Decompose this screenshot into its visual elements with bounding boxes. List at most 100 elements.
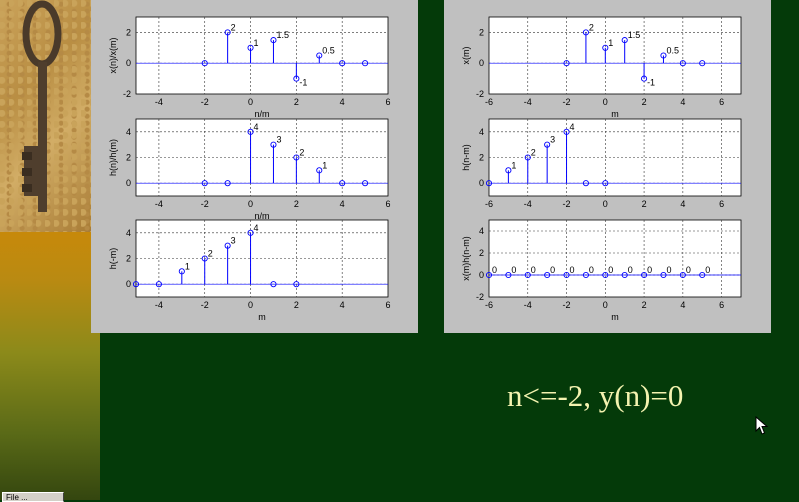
stem-marker — [699, 60, 706, 67]
data-label: 4 — [570, 122, 575, 132]
x-tick-label: 4 — [680, 199, 685, 209]
y-tick-label: 4 — [479, 226, 484, 236]
data-label: 0.5 — [666, 46, 679, 56]
data-label: 2 — [231, 22, 236, 32]
x-tick-label: 4 — [340, 199, 345, 209]
data-label: 0 — [550, 265, 555, 275]
x-tick-label: 4 — [680, 97, 685, 107]
plot-right-4: -6 -4 -2 0 2 4 6 0 2 4 1 2 3 4 h(n-m) — [461, 118, 742, 209]
stem-marker — [524, 271, 531, 279]
stem-marker — [582, 271, 589, 279]
stem-marker — [293, 281, 300, 288]
stem-marker — [660, 52, 667, 59]
plot-area — [135, 16, 389, 95]
x-tick-label: 6 — [719, 199, 724, 209]
x-tick-label: 0 — [603, 199, 608, 209]
y-axis-label: x(m) — [461, 47, 471, 65]
x-tick-label: -2 — [201, 97, 209, 107]
stem-marker — [270, 37, 277, 44]
x-tick-label: 6 — [719, 300, 724, 310]
stem-marker — [602, 271, 609, 279]
x-axis-label: m — [611, 109, 619, 119]
x-tick-label: 0 — [603, 300, 608, 310]
figure-panel-right: -6 -4 -2 0 2 4 6 -2 0 2 2 1 1.5 -1 0.5 m x(m) -6 -4 -2 0 2 4 6 0… — [444, 0, 771, 333]
data-label: 0 — [666, 265, 671, 275]
stem-marker — [155, 281, 162, 288]
data-label: 0 — [570, 265, 575, 275]
x-tick-label: -2 — [563, 199, 571, 209]
stem-marker — [660, 271, 667, 279]
x-tick-label: 0 — [248, 97, 253, 107]
plot-left-2: -4 -2 0 2 4 6 0 2 4 1 2 3 4 m h(-m) — [108, 219, 391, 322]
key-icon — [22, 0, 62, 212]
stem-marker — [178, 268, 185, 275]
x-tick-label: -4 — [155, 300, 163, 310]
data-label: 1 — [608, 38, 613, 48]
stem-marker — [641, 75, 648, 82]
stem-marker — [679, 271, 686, 279]
y-tick-label: 0 — [126, 279, 131, 289]
y-tick-label: 2 — [479, 153, 484, 163]
x-tick-label: -6 — [485, 97, 493, 107]
data-label: 4 — [254, 122, 259, 132]
x-tick-label: 4 — [680, 300, 685, 310]
mouse-cursor-icon — [755, 416, 769, 435]
stem-marker — [201, 180, 208, 187]
plot-right-3: -6 -4 -2 0 2 4 6 -2 0 2 2 1 1.5 -1 0.5 m x(m) — [461, 16, 742, 119]
stem-marker — [247, 229, 254, 236]
stem-marker — [524, 154, 531, 161]
y-tick-label: -2 — [476, 292, 484, 302]
x-tick-label: -2 — [563, 97, 571, 107]
stem-marker — [293, 75, 300, 82]
y-tick-label: 4 — [126, 228, 131, 238]
taskbar-button[interactable]: File ... — [2, 492, 64, 502]
x-tick-label: -4 — [155, 97, 163, 107]
y-tick-label: 0 — [126, 58, 131, 68]
stem-marker — [224, 180, 231, 187]
y-tick-label: 4 — [479, 127, 484, 137]
stem-marker — [316, 52, 323, 59]
y-axis-label: x(m)h(n-m) — [461, 236, 471, 281]
data-label: 0 — [589, 265, 594, 275]
stem-marker — [270, 141, 277, 148]
data-label: 3 — [276, 135, 281, 145]
stem-marker — [201, 60, 208, 67]
x-tick-label: 0 — [248, 199, 253, 209]
data-label: 0 — [608, 265, 613, 275]
y-tick-label: -2 — [476, 89, 484, 99]
y-axis-label: h(n-m) — [461, 144, 471, 171]
plot-left-1: -4 -2 0 2 4 6 0 2 4 4 3 2 1 n/m h(n)/h(m) — [108, 118, 391, 221]
gradient-strip — [0, 232, 100, 500]
stem-marker — [339, 180, 346, 187]
data-label: 3 — [550, 135, 555, 145]
data-label: -1 — [647, 78, 655, 88]
data-label: 1 — [254, 38, 259, 48]
stem-marker — [563, 60, 570, 67]
stem-marker — [563, 128, 570, 135]
stem-marker — [362, 60, 369, 67]
data-label: 0 — [647, 265, 652, 275]
data-label: 1 — [185, 261, 190, 271]
x-tick-label: -4 — [524, 300, 532, 310]
plot-area — [488, 219, 742, 298]
stem-marker — [679, 60, 686, 67]
x-tick-label: -6 — [485, 300, 493, 310]
y-axis-label: h(-m) — [108, 248, 118, 270]
y-axis-label: h(n)/h(m) — [108, 139, 118, 176]
data-label: 0 — [705, 265, 710, 275]
x-axis-label: n/m — [254, 109, 269, 119]
data-label: 1 — [322, 160, 327, 170]
plot-left-0: -4 -2 0 2 4 6 -2 0 2 2 1 1.5 -1 0.5 n/m x(n)/x(m) — [108, 16, 391, 119]
stem-plots-right: -6 -4 -2 0 2 4 6-202 211.5-10.5mx(m)-6 -4 -2 0 2 4 60… — [461, 16, 742, 322]
plot-area — [488, 16, 742, 95]
stem-marker — [621, 271, 628, 279]
x-tick-label: 4 — [340, 97, 345, 107]
stem-marker — [621, 37, 628, 44]
x-tick-label: 2 — [642, 199, 647, 209]
y-axis-label: x(n)/x(m) — [108, 38, 118, 74]
stem-marker — [201, 255, 208, 262]
stem-marker — [316, 167, 323, 174]
data-label: 2 — [208, 249, 213, 259]
stem-marker — [362, 180, 369, 187]
stem-marker — [641, 271, 648, 279]
